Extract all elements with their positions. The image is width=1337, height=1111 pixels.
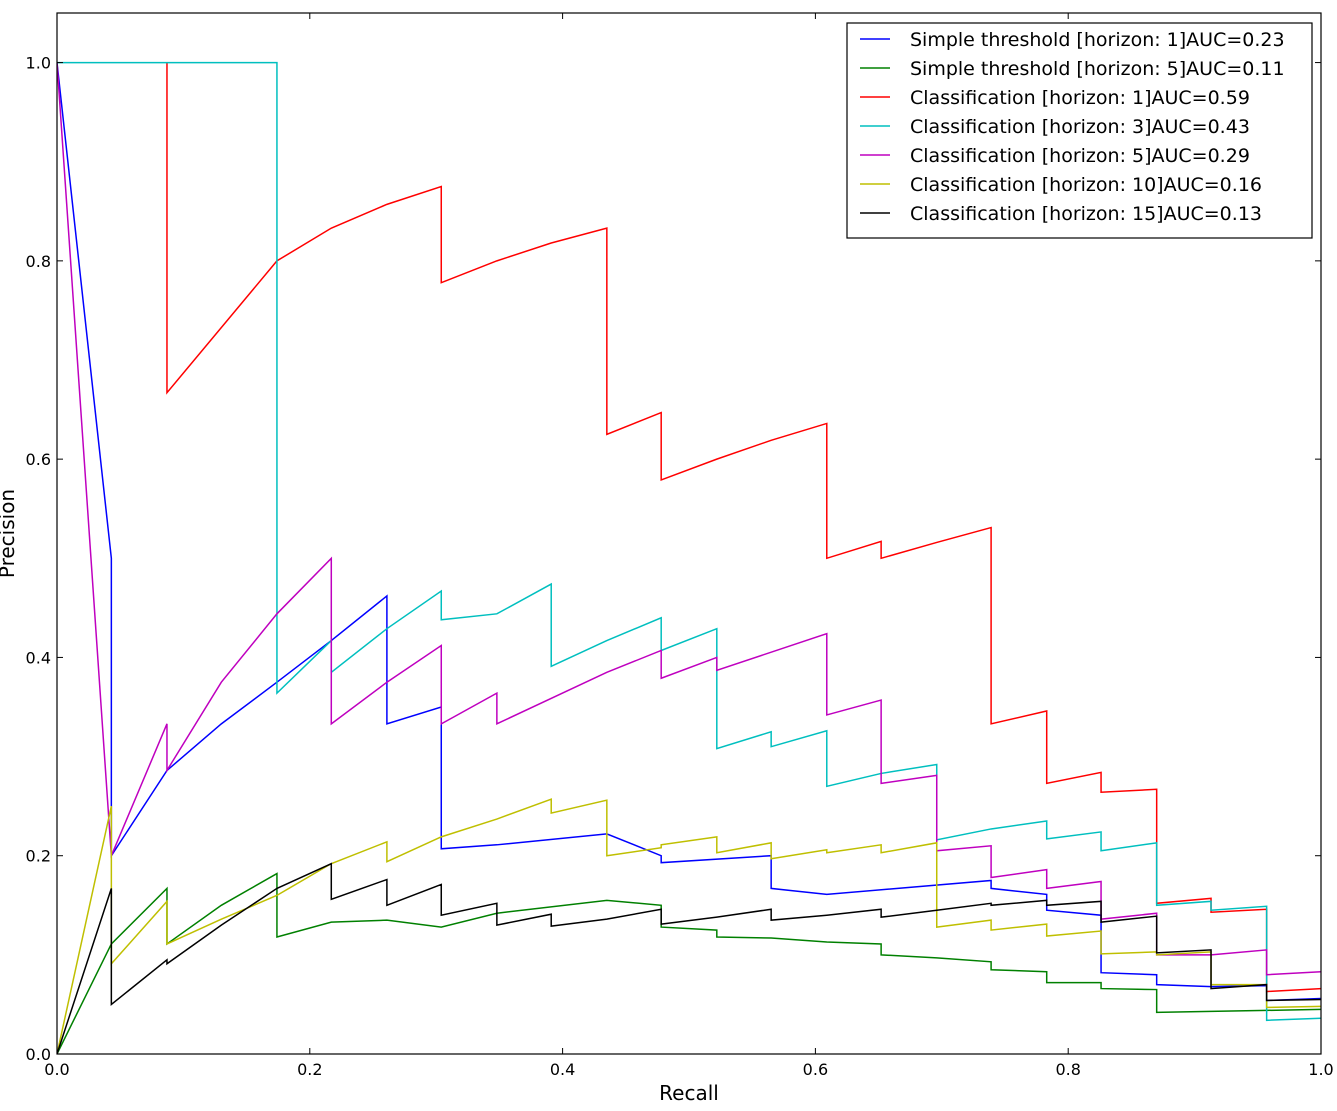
legend-label-4: Classification [horizon: 3]AUC=0.43: [910, 116, 1250, 138]
legend-label-2: Simple threshold [horizon: 5]AUC=0.11: [910, 58, 1285, 80]
series-line-7: [57, 862, 1321, 1054]
series-line-1: [57, 62, 1321, 1002]
series-line-5: [57, 62, 1321, 976]
y-axis-label: Precision: [0, 489, 19, 578]
series-line-2: [57, 872, 1321, 1054]
x-tick-label: 1.0: [1308, 1060, 1333, 1079]
legend-label-1: Simple threshold [horizon: 1]AUC=0.23: [910, 29, 1285, 51]
y-tick-label: 0.2: [26, 847, 51, 866]
series-layer: [57, 61, 1321, 1054]
x-tick-label: 0.4: [550, 1060, 575, 1079]
series-line-6: [57, 798, 1321, 1054]
x-axis-label: Recall: [659, 1081, 719, 1105]
legend: Simple threshold [horizon: 1]AUC=0.23 Sim…: [846, 22, 1313, 239]
y-tick-label: 0.8: [26, 252, 51, 271]
legend-label-3: Classification [horizon: 1]AUC=0.59: [910, 87, 1250, 109]
legend-label-5: Classification [horizon: 5]AUC=0.29: [910, 145, 1250, 167]
x-tick-label: 0.2: [297, 1060, 322, 1079]
plot-frame: [56, 12, 1322, 1055]
x-tick-label: 0.6: [803, 1060, 828, 1079]
x-tick-label: 0.0: [44, 1060, 69, 1079]
legend-label-6: Classification [horizon: 10]AUC=0.16: [910, 174, 1262, 196]
ticks-layer: 0.0 0.2 0.4 0.6 0.8 1.0 0.0 0.2 0.4 0.6 0.8 1.0: [26, 13, 1334, 1079]
y-tick-label: 0.6: [26, 450, 51, 469]
legend-box: [846, 22, 1313, 239]
y-tick-label: 1.0: [26, 54, 51, 73]
x-tick-label: 0.8: [1055, 1060, 1080, 1079]
legend-label-7: Classification [horizon: 15]AUC=0.13: [910, 203, 1262, 225]
y-tick-label: 0.4: [26, 648, 51, 667]
y-tick-label: 0.0: [26, 1045, 51, 1064]
